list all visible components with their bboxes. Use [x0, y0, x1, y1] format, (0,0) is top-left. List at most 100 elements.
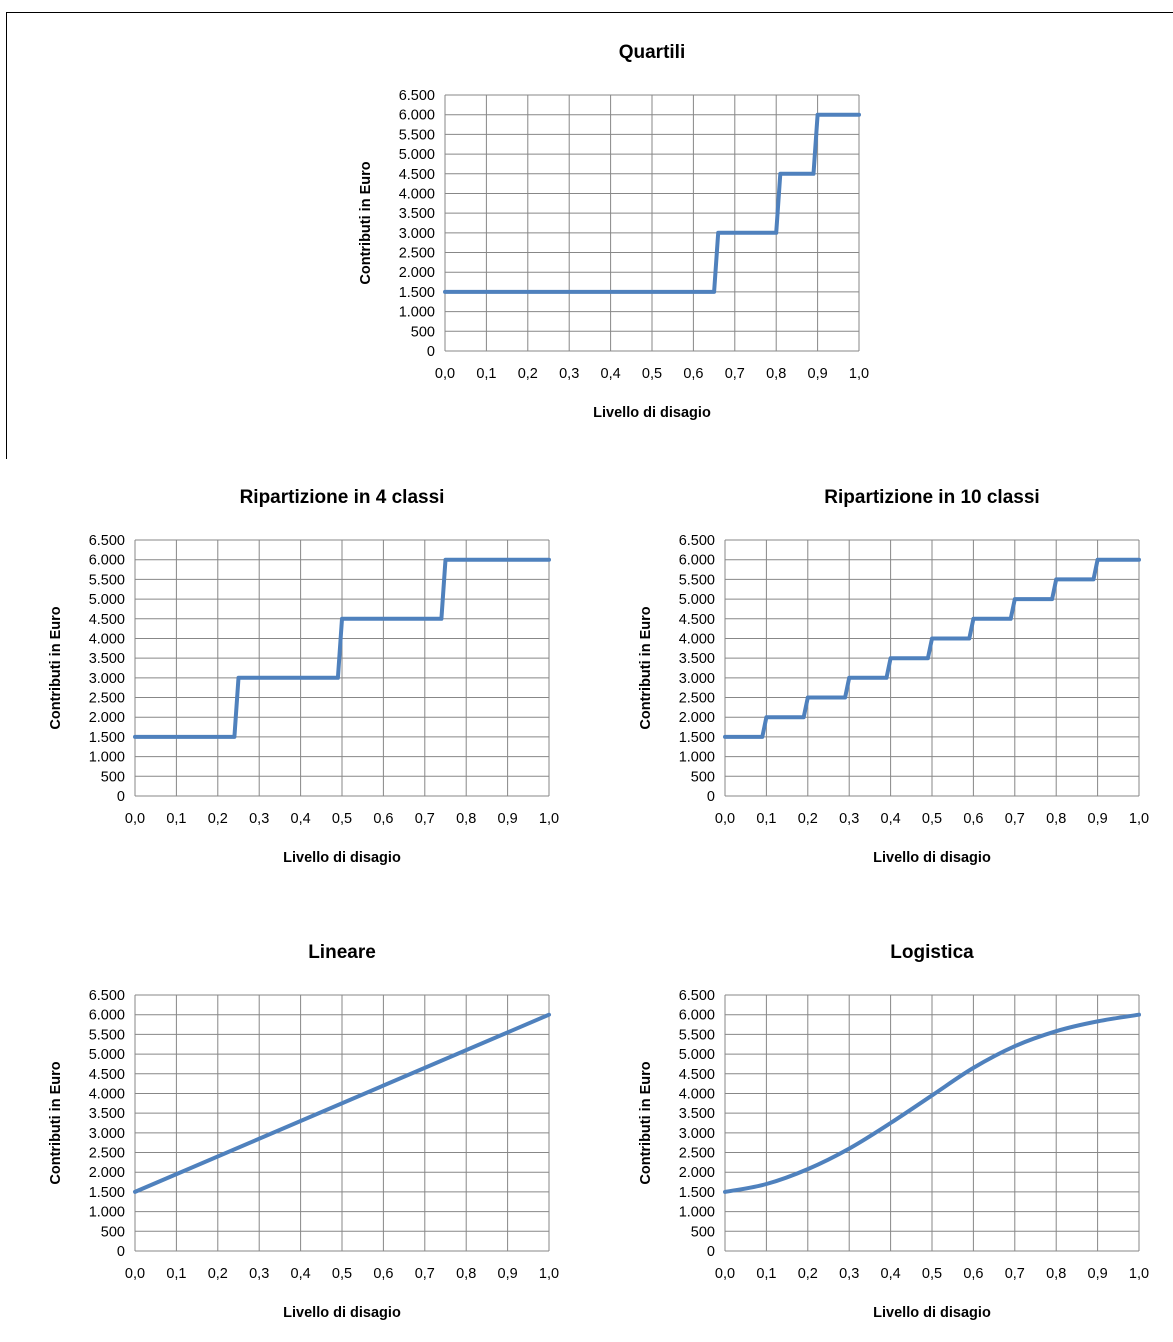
- y-tick-label: 3.000: [399, 226, 435, 242]
- x-tick-label: 0,6: [683, 366, 703, 382]
- y-tick-label: 0: [117, 789, 125, 805]
- series-line-0: [723, 1012, 1141, 1194]
- y-tick-label: 6.500: [399, 88, 435, 104]
- gridlines: [724, 994, 1140, 1252]
- chart-title: Quartili: [619, 42, 686, 63]
- gridlines: [724, 539, 1140, 797]
- y-tick-label: 6.000: [89, 553, 125, 569]
- y-tick-label: 3.500: [89, 651, 125, 667]
- chart-title: Ripartizione in 4 classi: [240, 487, 445, 508]
- x-tick-label: 0,2: [798, 1266, 818, 1282]
- x-tick-label: 0,1: [476, 366, 496, 382]
- y-tick-label: 5.500: [89, 1027, 125, 1043]
- y-tick-label: 4.500: [399, 167, 435, 183]
- chart-10-classi: Ripartizione in 10 classi 0,0 0,1 0,2 0,3 0,4…: [615, 475, 1173, 885]
- chart-svg: Quartili 0,0 0,1 0,2 0,3 0,4 0,5 0,6 0,7 0,8 0,9 1,…: [358, 42, 869, 421]
- x-tick-label: 0,3: [839, 1266, 859, 1282]
- x-tick-label: 1,0: [849, 366, 869, 382]
- y-tick-label: 2.000: [679, 710, 715, 726]
- y-tick-label: 5.500: [89, 572, 125, 588]
- y-tick-label: 6.500: [679, 533, 715, 549]
- y-tick-label: 5.000: [89, 592, 125, 608]
- y-tick-label: 5.000: [679, 592, 715, 608]
- y-tick-label: 1.000: [679, 750, 715, 766]
- x-tick-label: 1,0: [1129, 1266, 1149, 1282]
- x-tick-label: 0,0: [715, 1266, 735, 1282]
- x-tick-label: 1,0: [539, 811, 559, 827]
- x-tick-label: 0,2: [798, 811, 818, 827]
- x-tick-label: 0,1: [166, 811, 186, 827]
- x-tick-label: 0,5: [642, 366, 662, 382]
- y-tick-label: 3.500: [679, 1106, 715, 1122]
- x-tick-label: 0,5: [332, 1266, 352, 1282]
- x-tick-label: 1,0: [1129, 811, 1149, 827]
- x-tick-label: 0,3: [249, 811, 269, 827]
- y-tick-label: 5.000: [679, 1047, 715, 1063]
- x-tick-label: 0,0: [715, 811, 735, 827]
- x-tick-label: 0,9: [498, 1266, 518, 1282]
- x-tick-label: 0,8: [456, 811, 476, 827]
- y-tick-label: 4.000: [679, 1086, 715, 1102]
- x-tick-label: 0,9: [498, 811, 518, 827]
- y-tick-label: 500: [101, 769, 125, 785]
- chart-title: Ripartizione in 10 classi: [824, 487, 1039, 508]
- y-tick-label: 2.500: [399, 246, 435, 262]
- chart-4-classi: Ripartizione in 4 classi 0,0 0,1 0,2 0,3 0,4 0…: [25, 475, 585, 885]
- x-tick-label: 0,6: [963, 1266, 983, 1282]
- y-tick-label: 5.500: [679, 1027, 715, 1043]
- y-tick-label: 1.500: [679, 730, 715, 746]
- x-tick-label: 0,6: [373, 811, 393, 827]
- series-line-0: [133, 557, 551, 739]
- y-tick-label: 5.000: [399, 147, 435, 163]
- x-tick-label: 0,5: [332, 811, 352, 827]
- y-tick-label: 4.500: [679, 1067, 715, 1083]
- x-tick-label: 0,8: [1046, 1266, 1066, 1282]
- chart-title: Lineare: [308, 942, 376, 963]
- y-tick-label: 1.500: [89, 730, 125, 746]
- chart-title: Logistica: [890, 942, 974, 963]
- y-tick-label: 3.000: [89, 671, 125, 687]
- y-tick-label: 4.500: [89, 1067, 125, 1083]
- y-tick-label: 6.500: [89, 533, 125, 549]
- y-tick-label: 0: [707, 1244, 715, 1260]
- x-tick-label: 0,6: [963, 811, 983, 827]
- y-tick-label: 5.500: [679, 572, 715, 588]
- x-tick-label: 0,9: [1088, 1266, 1108, 1282]
- x-tick-label: 0,3: [249, 1266, 269, 1282]
- y-tick-label: 4.000: [399, 186, 435, 202]
- x-tick-label: 0,7: [415, 1266, 435, 1282]
- y-tick-label: 6.500: [679, 988, 715, 1004]
- x-tick-label: 0,7: [415, 811, 435, 827]
- y-tick-label: 3.000: [89, 1126, 125, 1142]
- gridlines: [444, 94, 860, 352]
- x-tick-label: 0,9: [808, 366, 828, 382]
- y-tick-label: 2.000: [89, 710, 125, 726]
- chart-svg: Lineare 0,0 0,1 0,2 0,3 0,4 0,5 0,6 0,7 0,8 0,9 1,0…: [48, 942, 559, 1321]
- x-tick-label: 0,1: [166, 1266, 186, 1282]
- y-tick-label: 1.500: [679, 1185, 715, 1201]
- x-tick-label: 0,4: [291, 811, 311, 827]
- series-line-0: [133, 1012, 551, 1194]
- y-tick-label: 6.000: [89, 1008, 125, 1024]
- y-tick-label: 6.500: [89, 988, 125, 1004]
- x-tick-label: 0,4: [601, 366, 621, 382]
- y-tick-label: 2.500: [679, 691, 715, 707]
- y-tick-label: 4.000: [679, 631, 715, 647]
- top-chart-frame: [6, 12, 1173, 459]
- y-tick-label: 500: [691, 1224, 715, 1240]
- x-tick-label: 0,7: [1005, 1266, 1025, 1282]
- x-axis-label: Livello di disagio: [283, 850, 401, 866]
- chart-quartili: Quartili 0,0 0,1 0,2 0,3 0,4 0,5 0,6 0,7 0,8 0,9 1,…: [335, 30, 895, 440]
- y-tick-label: 1.000: [89, 1205, 125, 1221]
- x-tick-label: 0,7: [1005, 811, 1025, 827]
- x-tick-label: 0,4: [291, 1266, 311, 1282]
- chart-lineare: Lineare 0,0 0,1 0,2 0,3 0,4 0,5 0,6 0,7 0,8 0,9 1,0…: [25, 930, 585, 1340]
- x-tick-label: 0,9: [1088, 811, 1108, 827]
- series-line-0: [443, 112, 861, 294]
- y-tick-label: 500: [101, 1224, 125, 1240]
- y-tick-label: 2.000: [679, 1165, 715, 1181]
- y-tick-label: 4.500: [679, 612, 715, 628]
- y-axis-label: Contributi in Euro: [358, 161, 374, 284]
- x-tick-label: 0,0: [125, 811, 145, 827]
- y-axis-label: Contributi in Euro: [48, 606, 64, 729]
